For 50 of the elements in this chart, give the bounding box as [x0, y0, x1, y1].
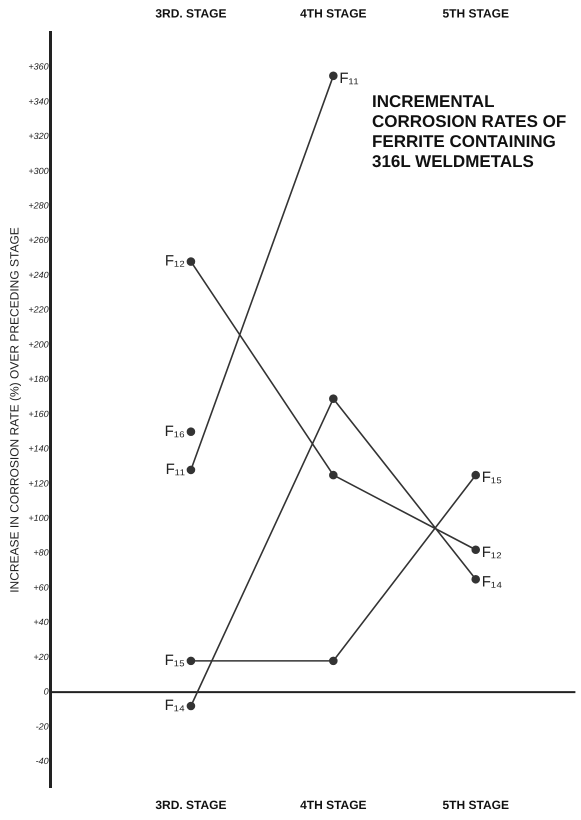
category-label: 4TH STAGE: [300, 6, 367, 21]
y-axis-title: INCREASE IN CORROSION RATE (%) OVER PRECEDING STAGE: [8, 227, 22, 593]
y-tick-label: +200: [28, 339, 49, 350]
point: [186, 656, 196, 666]
series-label: F₁₄: [164, 697, 185, 714]
point: [186, 466, 196, 474]
y-tick-label: +20: [33, 652, 49, 662]
point: [186, 702, 196, 710]
y-tick-label: +240: [28, 270, 49, 280]
x-tick-label: 4TH STAGE: [300, 798, 367, 812]
y-tick-label: -40: [36, 756, 49, 766]
point: [471, 545, 480, 554]
x-tick-label: 5TH STAGE: [442, 798, 509, 812]
series-label: F₁₆: [164, 422, 185, 440]
point: [329, 72, 338, 80]
y-tick-label: +300: [28, 166, 49, 176]
y-tick-label: +120: [28, 478, 49, 488]
y-tick-label: +60: [33, 582, 49, 592]
series-label: F₁₂: [164, 252, 186, 270]
point: [329, 394, 338, 404]
point: [186, 427, 196, 436]
text: F₁₅: [482, 469, 502, 486]
series-label: F₁₁: [166, 461, 185, 478]
y-tick-label: +100: [28, 513, 49, 524]
y-tick-label: +80: [33, 548, 49, 558]
y-tick-label: +340: [28, 96, 49, 106]
text: INCREMENTAL CORROSION RATES OF FERRITE CONTAINING 316L WELDMETALS: [372, 92, 568, 172]
text: F₁₁: [339, 70, 359, 87]
y-tick-label: +220: [28, 304, 49, 315]
point: [186, 257, 196, 266]
y-tick-label: 0: [44, 686, 49, 697]
series-label: F₁₅: [164, 652, 185, 670]
y-tick-label: +40: [33, 617, 49, 628]
y-tick-label: +260: [28, 235, 49, 246]
y-tick-label: +140: [28, 444, 49, 454]
y-tick-label: -20: [36, 721, 49, 732]
y-tick-label: +160: [28, 408, 49, 419]
text: F₁₂: [482, 544, 502, 561]
point: [471, 470, 480, 480]
text: F₁₄: [482, 573, 502, 590]
point: [471, 574, 480, 584]
y-tick-label: +320: [28, 131, 49, 142]
point: [329, 656, 338, 666]
x-tick-label: 3RD. STAGE: [155, 798, 226, 812]
y-tick-label: +280: [28, 200, 49, 211]
y-tick-label: +360: [28, 62, 49, 72]
y-tick-label: +180: [28, 374, 49, 384]
point: [329, 470, 338, 480]
category-label: 5TH STAGE: [442, 6, 509, 21]
category-label: 3RD. STAGE: [155, 6, 226, 21]
